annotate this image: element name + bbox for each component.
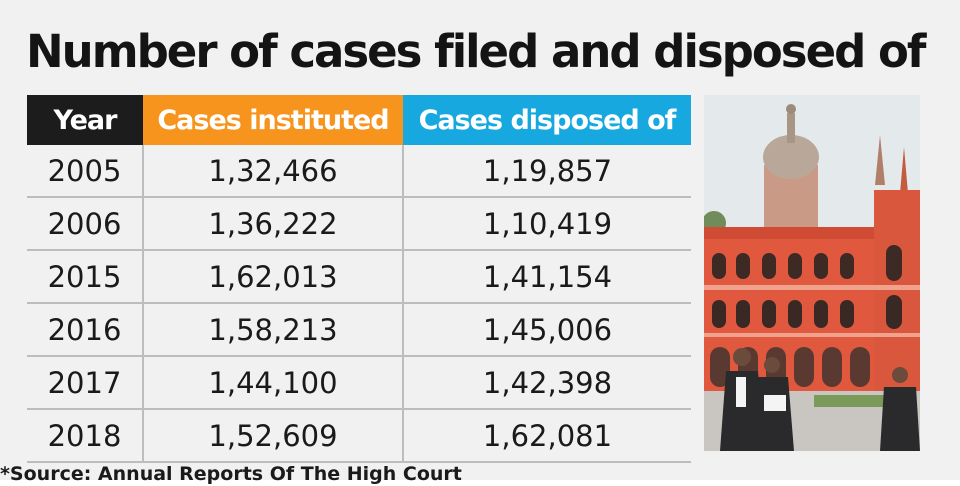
column-header-cases-instituted: Cases instituted <box>143 95 403 145</box>
table-row: 2005 1,32,466 1,19,857 <box>27 145 691 198</box>
building-illustration <box>704 95 920 451</box>
year-cell: 2016 <box>27 303 144 357</box>
disposed-cell: 1,19,857 <box>403 145 691 198</box>
year-cell: 2005 <box>27 145 144 198</box>
table-row: 2017 1,44,100 1,42,398 <box>27 356 691 410</box>
disposed-cell: 1,62,081 <box>403 409 691 463</box>
instituted-cell: 1,44,100 <box>143 356 404 410</box>
instituted-cell: 1,62,013 <box>143 250 404 304</box>
column-header-cases-disposed: Cases disposed of <box>403 95 691 145</box>
year-cell: 2015 <box>27 250 144 304</box>
source-note: *Source: Annual Reports Of The High Cour… <box>0 463 462 485</box>
table-header-row: Year Cases instituted Cases disposed of <box>27 95 691 145</box>
disposed-cell: 1,42,398 <box>403 356 691 410</box>
instituted-cell: 1,52,609 <box>143 409 404 463</box>
table-row: 2006 1,36,222 1,10,419 <box>27 197 691 251</box>
column-header-year: Year <box>27 95 143 145</box>
disposed-cell: 1,45,006 <box>403 303 691 357</box>
disposed-cell: 1,41,154 <box>403 250 691 304</box>
high-court-building-photo <box>704 95 920 451</box>
year-cell: 2006 <box>27 197 144 251</box>
table-row: 2018 1,52,609 1,62,081 <box>27 409 691 463</box>
table-row: 2015 1,62,013 1,41,154 <box>27 250 691 304</box>
table-row: 2016 1,58,213 1,45,006 <box>27 303 691 357</box>
instituted-cell: 1,32,466 <box>143 145 404 198</box>
year-cell: 2017 <box>27 356 144 410</box>
instituted-cell: 1,36,222 <box>143 197 404 251</box>
year-cell: 2018 <box>27 409 144 463</box>
instituted-cell: 1,58,213 <box>143 303 404 357</box>
chart-title: Number of cases filed and disposed of <box>26 25 926 78</box>
cases-table: Year Cases instituted Cases disposed of … <box>27 95 691 463</box>
disposed-cell: 1,10,419 <box>403 197 691 251</box>
